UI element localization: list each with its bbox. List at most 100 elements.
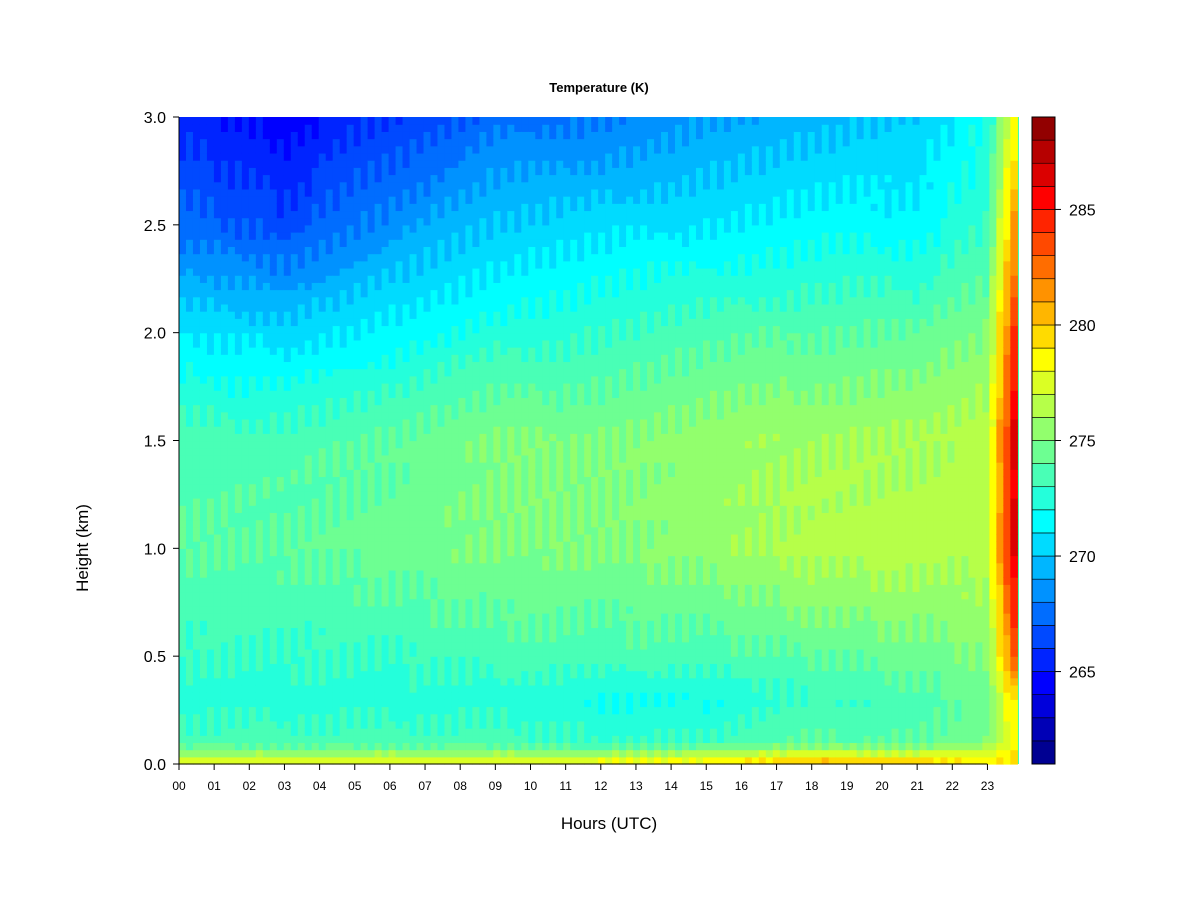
heatmap-cell: [353, 203, 362, 212]
heatmap-cell: [220, 641, 229, 650]
heatmap-cell: [563, 728, 571, 736]
heatmap-cell: [423, 620, 432, 629]
heatmap-cell: [206, 267, 215, 276]
heatmap-cell: [339, 512, 348, 521]
heatmap-cell: [535, 670, 543, 679]
heatmap-cell: [507, 174, 515, 183]
heatmap-cell: [234, 483, 243, 492]
heatmap-cell: [213, 569, 222, 578]
heatmap-cell: [311, 469, 320, 478]
heatmap-cell: [346, 713, 355, 722]
heatmap-cell: [304, 620, 313, 629]
heatmap-cell: [248, 411, 257, 420]
heatmap-cell: [486, 239, 494, 247]
heatmap-cell: [416, 167, 425, 176]
heatmap-cell: [521, 577, 529, 585]
heatmap-cell: [528, 505, 536, 513]
heatmap-cell: [444, 375, 453, 384]
heatmap-cell: [437, 483, 446, 492]
heatmap-cell: [416, 145, 425, 154]
heatmap-cell: [367, 447, 376, 456]
heatmap-cell: [458, 318, 467, 327]
heatmap-cell: [360, 311, 369, 319]
heatmap-cell: [276, 498, 285, 506]
heatmap-cell: [248, 318, 257, 327]
heatmap-cell: [318, 404, 327, 413]
heatmap-cell: [486, 605, 494, 614]
heatmap-cell: [444, 361, 453, 370]
heatmap-cell: [507, 275, 515, 283]
heatmap-cell: [325, 720, 334, 729]
heatmap-cell: [311, 562, 320, 571]
heatmap-cell: [220, 174, 229, 183]
heatmap-cell: [304, 735, 313, 744]
heatmap-cell: [179, 584, 187, 593]
heatmap-cell: [192, 167, 201, 176]
heatmap-cell: [206, 728, 215, 736]
heatmap-cell: [388, 735, 397, 744]
heatmap-cell: [556, 749, 564, 758]
heatmap-cell: [269, 267, 278, 276]
heatmap-cell: [493, 210, 501, 219]
heatmap-cell: [444, 404, 453, 413]
heatmap-cell: [276, 397, 285, 406]
heatmap-cell: [339, 476, 348, 485]
heatmap-cell: [395, 311, 404, 319]
heatmap-cell: [479, 289, 487, 298]
heatmap-cell: [234, 598, 243, 607]
heatmap-cell: [528, 749, 536, 758]
heatmap-cell: [269, 203, 278, 212]
heatmap-cell: [346, 124, 355, 132]
heatmap-cell: [507, 641, 515, 650]
heatmap-cell: [185, 613, 194, 621]
heatmap-cell: [465, 375, 474, 384]
heatmap-cell: [283, 670, 292, 679]
heatmap-cell: [563, 670, 571, 679]
heatmap-cell: [423, 347, 432, 355]
heatmap-cell: [318, 167, 327, 176]
heatmap-cell: [535, 555, 543, 564]
heatmap-cell: [542, 670, 550, 679]
heatmap-cell: [430, 145, 439, 154]
heatmap-cell: [423, 476, 432, 485]
heatmap-cell: [234, 289, 243, 298]
heatmap-cell: [465, 670, 474, 679]
heatmap-cell: [227, 447, 236, 456]
heatmap-cell: [283, 397, 292, 406]
heatmap-cell: [486, 332, 494, 341]
heatmap-cell: [276, 361, 285, 370]
heatmap-cell: [318, 684, 327, 693]
heatmap-cell: [465, 598, 474, 607]
heatmap-cell: [276, 196, 285, 204]
heatmap-cell: [451, 692, 460, 700]
heatmap-cell: [192, 749, 201, 758]
heatmap-cell: [493, 699, 501, 708]
heatmap-cell: [346, 138, 355, 147]
heatmap-cell: [241, 605, 250, 614]
heatmap-cell: [374, 447, 383, 456]
heatmap-cell: [402, 498, 411, 506]
heatmap-cell: [234, 210, 243, 219]
heatmap-cell: [220, 447, 229, 456]
heatmap-cell: [416, 476, 425, 485]
heatmap-cell: [409, 591, 418, 600]
heatmap-cell: [451, 620, 460, 629]
heatmap-cell: [192, 196, 201, 204]
heatmap-cell: [332, 440, 341, 449]
heatmap-cell: [199, 541, 208, 549]
heatmap-cell: [339, 196, 348, 204]
heatmap-cell: [311, 533, 320, 542]
heatmap-cell: [276, 124, 285, 132]
heatmap-cell: [430, 117, 439, 125]
heatmap-cell: [437, 145, 446, 154]
heatmap-cell: [409, 476, 418, 485]
heatmap-cell: [206, 512, 215, 521]
heatmap-cell: [556, 426, 564, 434]
heatmap-cell: [535, 735, 543, 744]
heatmap-cell: [409, 375, 418, 384]
heatmap-cell: [353, 684, 362, 693]
heatmap-cell: [262, 562, 271, 571]
heatmap-cell: [507, 152, 515, 161]
heatmap-cell: [528, 275, 536, 283]
heatmap-cell: [192, 433, 201, 442]
